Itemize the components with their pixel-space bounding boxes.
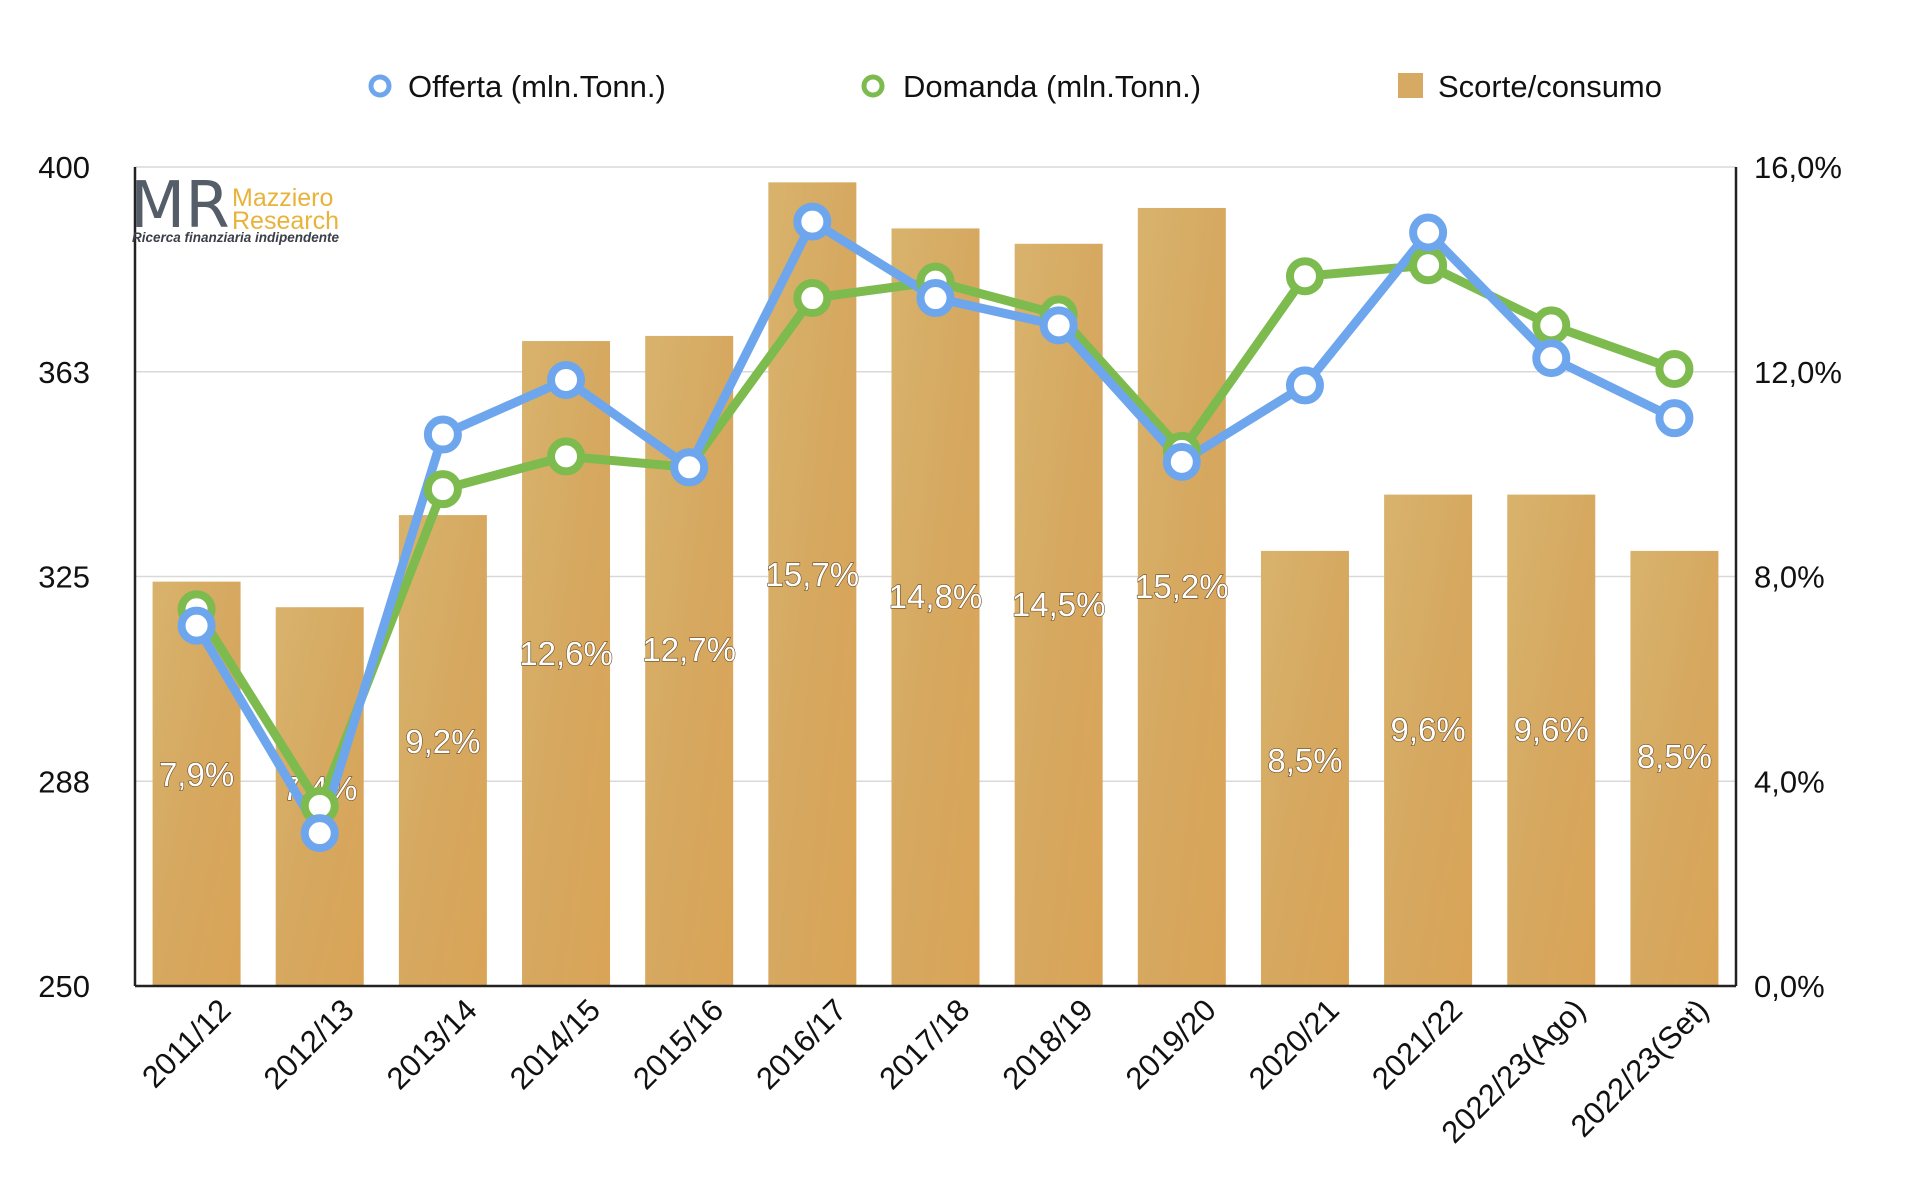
legend-item-scorte[interactable]: Scorte/consumo <box>1398 69 1662 104</box>
x-tick-label: 2018/19 <box>996 992 1100 1096</box>
bar-2019/20 <box>1137 207 1226 986</box>
left-tick-label: 288 <box>38 764 90 799</box>
point-offerta <box>1285 366 1324 405</box>
axes <box>133 167 1738 988</box>
point-domanda <box>1409 246 1448 285</box>
point-offerta <box>423 415 462 454</box>
point-domanda <box>423 470 462 509</box>
legend-label-offerta: Offerta (mln.Tonn.) <box>408 69 666 104</box>
bar-2018/19 <box>1014 243 1103 986</box>
point-offerta <box>670 448 709 487</box>
bar-data-label: 15,7% <box>766 556 860 593</box>
bar-2013/14 <box>398 515 487 986</box>
point-offerta <box>1532 339 1571 378</box>
left-tick-label: 325 <box>38 560 90 595</box>
x-tick-label: 2013/14 <box>380 992 484 1096</box>
bar-data-label: 12,6% <box>519 635 613 672</box>
right-tick-label: 12,0% <box>1754 355 1842 390</box>
point-offerta <box>1409 213 1448 252</box>
point-domanda <box>1285 257 1324 296</box>
bar-2017/18 <box>891 228 980 987</box>
bar-data-label: 9,6% <box>1514 711 1589 748</box>
x-tick-label: 2021/22 <box>1365 992 1469 1096</box>
left-tick-label: 400 <box>38 150 90 185</box>
point-domanda <box>793 279 832 318</box>
x-tick-label: 2014/15 <box>503 992 607 1096</box>
bar-data-label: 8,5% <box>1637 738 1712 775</box>
point-domanda <box>1655 350 1694 389</box>
logo-line2: Research <box>232 207 339 235</box>
right-tick-label: 4,0% <box>1754 764 1825 799</box>
point-offerta <box>793 202 832 241</box>
point-offerta <box>916 279 955 318</box>
x-tick-label: 2015/16 <box>626 992 730 1096</box>
x-tick-label: 2017/18 <box>872 992 976 1096</box>
x-tick-label: 2016/17 <box>749 992 853 1096</box>
bar-2022/23(Set) <box>1630 550 1719 986</box>
bar-data-label: 9,6% <box>1391 711 1466 748</box>
x-tick-label: 2020/21 <box>1242 992 1346 1096</box>
legend-marker-domanda <box>861 74 885 98</box>
bar-data-label: 12,7% <box>642 631 736 668</box>
point-domanda <box>547 437 586 476</box>
legend-item-offerta[interactable]: Offerta (mln.Tonn.) <box>368 69 666 104</box>
series-lines <box>177 202 1694 853</box>
x-tick-label: 2019/20 <box>1119 992 1223 1096</box>
point-offerta <box>1039 306 1078 345</box>
logo-line1: Mazziero <box>232 184 333 212</box>
right-tick-label: 16,0% <box>1754 150 1842 185</box>
left-tick-label: 363 <box>38 355 90 390</box>
bar-data-labels: 7,9%7,4%9,2%12,6%12,7%15,7%14,8%14,5%15,… <box>158 555 1712 807</box>
bar-data-label: 8,5% <box>1267 742 1342 779</box>
bar-data-label: 9,2% <box>405 723 480 760</box>
point-offerta <box>300 814 339 853</box>
bar-2020/21 <box>1260 550 1349 986</box>
bars <box>152 182 1719 987</box>
legend-marker-scorte <box>1398 73 1423 98</box>
bar-data-label: 14,8% <box>889 578 983 615</box>
bar-data-label: 7,9% <box>159 756 234 793</box>
legend: Offerta (mln.Tonn.) Domanda (mln.Tonn.) … <box>368 69 1662 104</box>
point-offerta <box>1162 442 1201 481</box>
bar-data-label: 15,2% <box>1135 568 1229 605</box>
legend-marker-offerta <box>368 74 392 98</box>
mazziero-research-logo: MR Mazziero Research Ricerca finanziaria… <box>130 169 340 245</box>
right-tick-label: 0,0% <box>1754 969 1825 1004</box>
point-offerta <box>177 606 216 645</box>
x-tick-label: 2012/13 <box>257 992 361 1096</box>
legend-label-scorte: Scorte/consumo <box>1438 69 1662 104</box>
logo-mark: MR <box>130 169 230 243</box>
point-domanda <box>1532 306 1571 345</box>
bar-2022/23(Ago) <box>1507 494 1596 986</box>
left-tick-label: 250 <box>38 969 90 1004</box>
legend-label-domanda: Domanda (mln.Tonn.) <box>903 69 1201 104</box>
right-tick-label: 8,0% <box>1754 560 1825 595</box>
point-offerta <box>1655 399 1694 438</box>
legend-item-domanda[interactable]: Domanda (mln.Tonn.) <box>861 69 1201 104</box>
x-tick-label: 2011/12 <box>135 992 237 1094</box>
point-offerta <box>547 360 586 399</box>
bar-2021/22 <box>1384 494 1473 986</box>
bar-data-label: 14,5% <box>1012 586 1106 623</box>
logo-tagline: Ricerca finanziaria indipendente <box>132 230 340 245</box>
